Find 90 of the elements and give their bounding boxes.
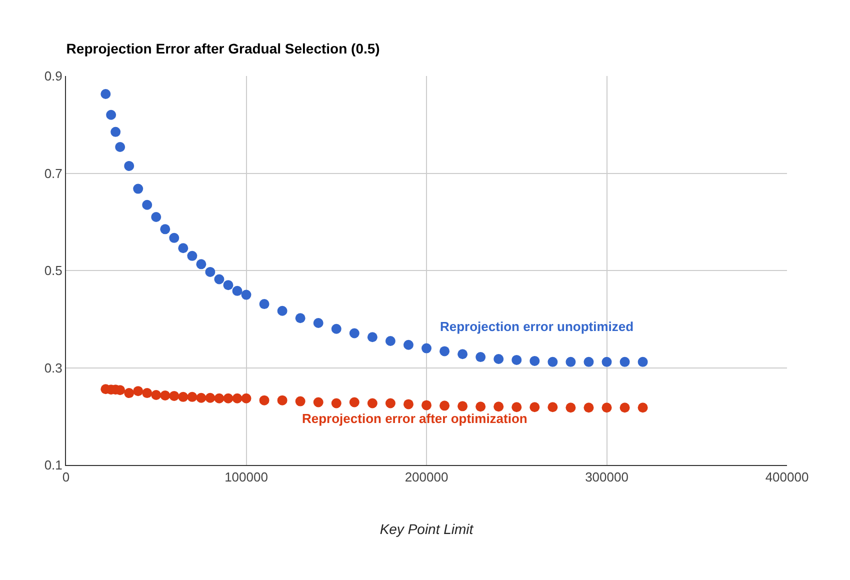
point xyxy=(620,356,630,367)
point xyxy=(124,388,134,398)
point xyxy=(476,352,486,362)
point xyxy=(187,250,198,261)
y-tick-label: 0.5 xyxy=(44,263,62,278)
point xyxy=(106,110,116,120)
point xyxy=(367,332,378,342)
point xyxy=(169,390,180,401)
x-tick-label: 0 xyxy=(62,470,70,485)
point xyxy=(133,184,144,194)
point xyxy=(313,397,324,408)
point xyxy=(385,398,396,408)
point xyxy=(205,392,216,403)
point xyxy=(178,243,188,254)
y-tick-label: 0.3 xyxy=(44,360,62,376)
point xyxy=(313,318,324,328)
point xyxy=(530,356,540,366)
point xyxy=(295,313,306,324)
y-tick-label: 0.1 xyxy=(44,458,62,473)
point xyxy=(458,401,468,412)
point xyxy=(385,336,396,346)
x-tick-label: 400000 xyxy=(765,470,809,485)
point xyxy=(602,402,612,413)
point xyxy=(124,160,134,171)
point xyxy=(232,286,242,296)
point xyxy=(196,259,206,270)
point xyxy=(620,402,630,413)
point xyxy=(584,402,594,413)
point xyxy=(142,200,152,210)
x-axis-title: Key Point Limit xyxy=(380,520,474,537)
point xyxy=(110,126,121,137)
point xyxy=(440,400,450,411)
point xyxy=(494,354,504,364)
point xyxy=(178,392,188,402)
chart-title: Reprojection Error after Gradual Selection (0.5) xyxy=(66,40,380,56)
point xyxy=(548,356,558,367)
point xyxy=(223,393,234,404)
point xyxy=(160,390,170,400)
point xyxy=(494,402,504,412)
point xyxy=(187,392,198,402)
point xyxy=(403,399,414,410)
point xyxy=(151,390,162,400)
point xyxy=(367,398,378,408)
point xyxy=(214,393,224,404)
x-tick-label: 100000 xyxy=(224,470,268,485)
point xyxy=(277,395,288,406)
series-label: Reprojection error after optimization xyxy=(302,411,528,426)
point xyxy=(160,224,170,234)
point xyxy=(241,290,252,300)
point xyxy=(584,356,594,367)
point xyxy=(331,398,342,408)
y-tick-label: 0.7 xyxy=(44,166,62,181)
point xyxy=(349,328,360,338)
point xyxy=(259,299,270,310)
point xyxy=(214,274,224,284)
point xyxy=(548,402,558,412)
point xyxy=(259,395,270,406)
point xyxy=(205,266,216,277)
point xyxy=(142,388,152,398)
point xyxy=(403,340,414,350)
point xyxy=(133,386,144,396)
point xyxy=(638,356,648,367)
point xyxy=(232,393,242,404)
point xyxy=(476,402,486,412)
point xyxy=(277,306,288,316)
point xyxy=(331,324,342,334)
point xyxy=(295,396,306,406)
point xyxy=(223,280,234,290)
point xyxy=(422,343,432,354)
y-tick-label: 0.9 xyxy=(44,68,62,84)
point xyxy=(530,402,540,412)
point xyxy=(422,400,432,410)
point xyxy=(512,402,522,412)
point xyxy=(196,392,206,403)
series-label: Reprojection error unoptimized xyxy=(440,319,634,334)
point xyxy=(241,393,252,404)
point xyxy=(100,88,111,99)
point xyxy=(151,212,162,222)
point xyxy=(566,356,576,367)
point xyxy=(115,142,126,152)
x-tick-label: 200000 xyxy=(404,470,448,485)
point xyxy=(349,397,360,408)
point xyxy=(638,402,648,413)
x-tick-label: 300000 xyxy=(585,470,628,485)
point xyxy=(458,349,468,360)
point xyxy=(169,232,180,243)
point xyxy=(602,356,612,367)
point xyxy=(566,402,576,413)
point xyxy=(440,346,450,356)
point xyxy=(512,354,522,365)
